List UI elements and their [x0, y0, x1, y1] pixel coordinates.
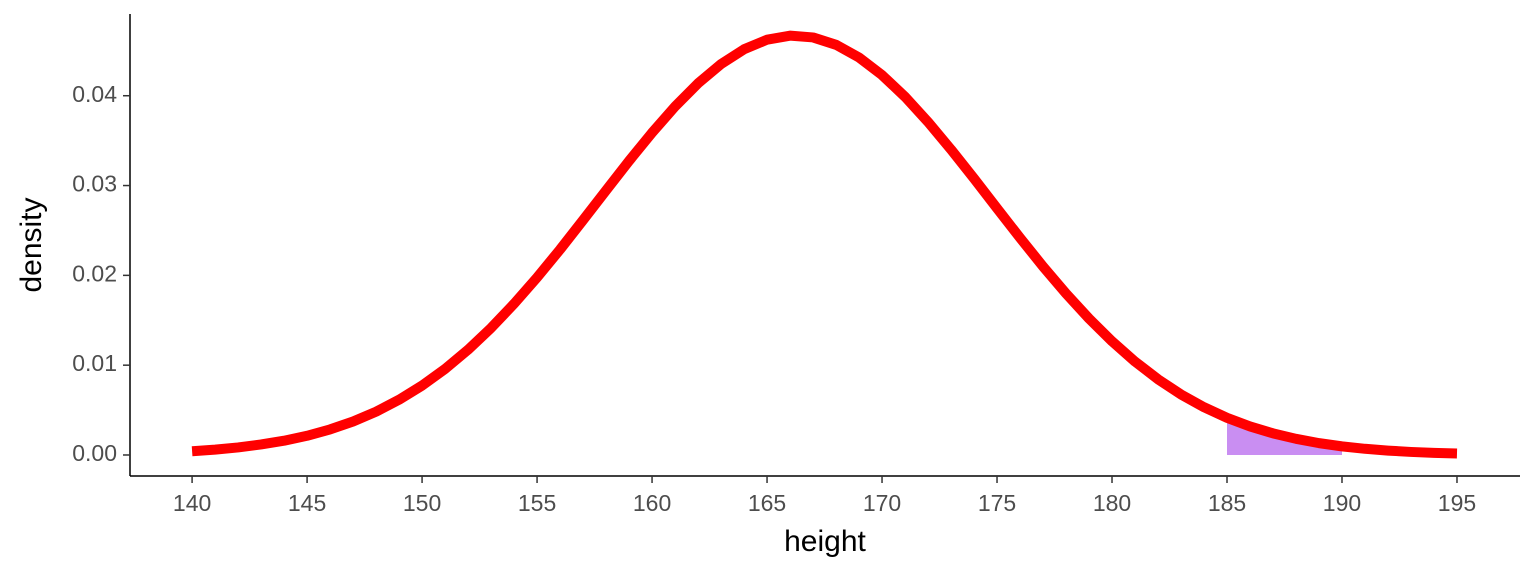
x-tick-label: 160 — [633, 490, 671, 516]
y-tick-label: 0.00 — [72, 440, 117, 466]
y-tick-label: 0.01 — [72, 350, 117, 376]
y-tick-label: 0.02 — [72, 260, 117, 286]
x-tick-label: 145 — [288, 490, 326, 516]
x-tick-label: 140 — [173, 490, 211, 516]
x-tick-label: 170 — [863, 490, 901, 516]
y-tick-label: 0.04 — [72, 81, 117, 107]
y-tick-label: 0.03 — [72, 171, 117, 197]
y-axis-title: density — [15, 197, 48, 292]
x-axis-title: height — [784, 525, 866, 558]
x-tick-label: 195 — [1438, 490, 1476, 516]
x-tick-label: 150 — [403, 490, 441, 516]
x-tick-label: 175 — [978, 490, 1016, 516]
x-tick-label: 185 — [1208, 490, 1246, 516]
x-tick-label: 155 — [518, 490, 556, 516]
x-tick-label: 180 — [1093, 490, 1131, 516]
x-tick-label: 190 — [1323, 490, 1361, 516]
density-curve — [191, 30, 1458, 459]
x-tick-label: 165 — [748, 490, 786, 516]
